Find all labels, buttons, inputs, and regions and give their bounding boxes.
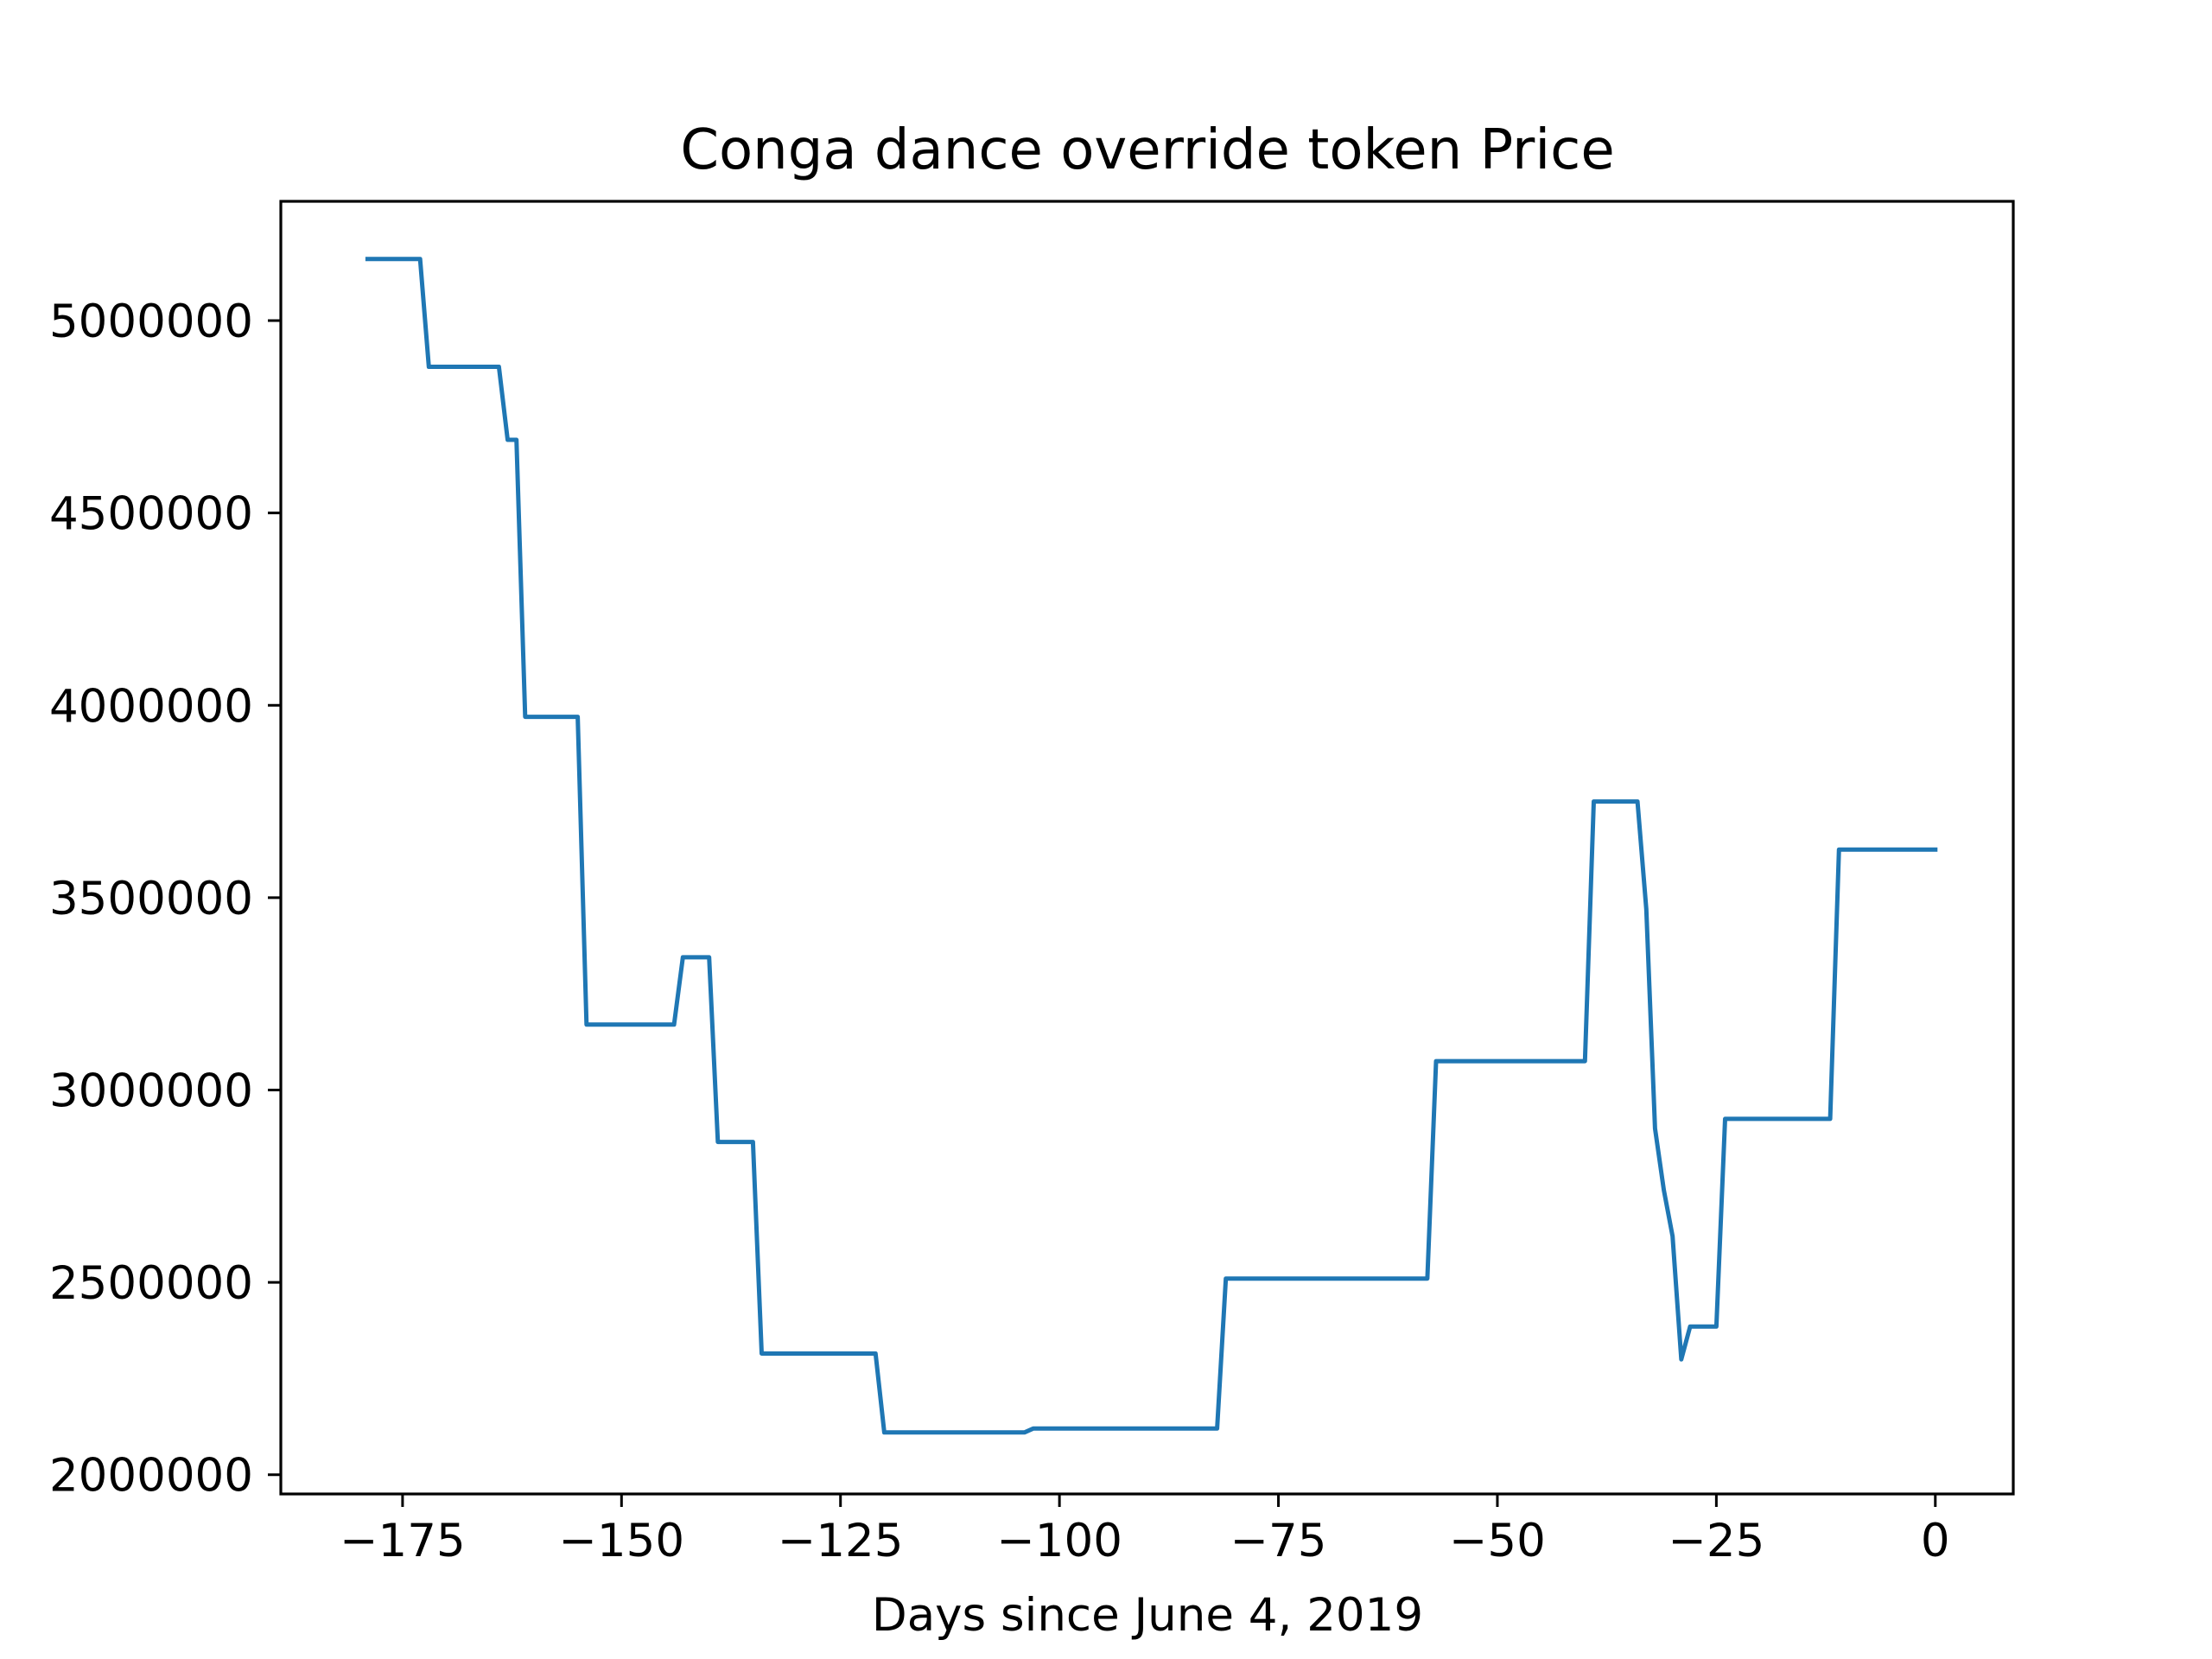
y-tick-label: 5000000 [49,296,253,348]
x-tick-label: −75 [1230,1515,1327,1567]
price-series-line [365,257,1938,1435]
x-tick-label: 0 [1921,1515,1950,1567]
x-axis-label: Days since June 4, 2019 [872,1589,1423,1642]
x-tick-label: −125 [778,1515,904,1567]
y-tick-label: 3000000 [49,1065,253,1118]
x-tick-label: −175 [340,1515,466,1567]
x-tick-label: −25 [1668,1515,1764,1567]
x-tick-label: −100 [996,1515,1122,1567]
x-tick-label: −50 [1449,1515,1546,1567]
y-tick-label: 4500000 [49,488,253,541]
x-tick-label: −150 [559,1515,685,1567]
y-tick-label: 2000000 [49,1450,253,1503]
plot-area [365,257,1938,1435]
y-axis: 2000000 2500000 3000000 3500000 4000000 45000… [49,296,281,1503]
chart-title: Conga dance override token Price [680,118,1614,182]
y-tick-label: 4000000 [49,680,253,733]
y-tick-label: 2500000 [49,1257,253,1310]
x-axis: −175 −150 −125 −100 −75 −50 −25 0 [340,1494,1950,1567]
y-tick-label: 3500000 [49,873,253,925]
plot-frame [279,200,2015,1496]
